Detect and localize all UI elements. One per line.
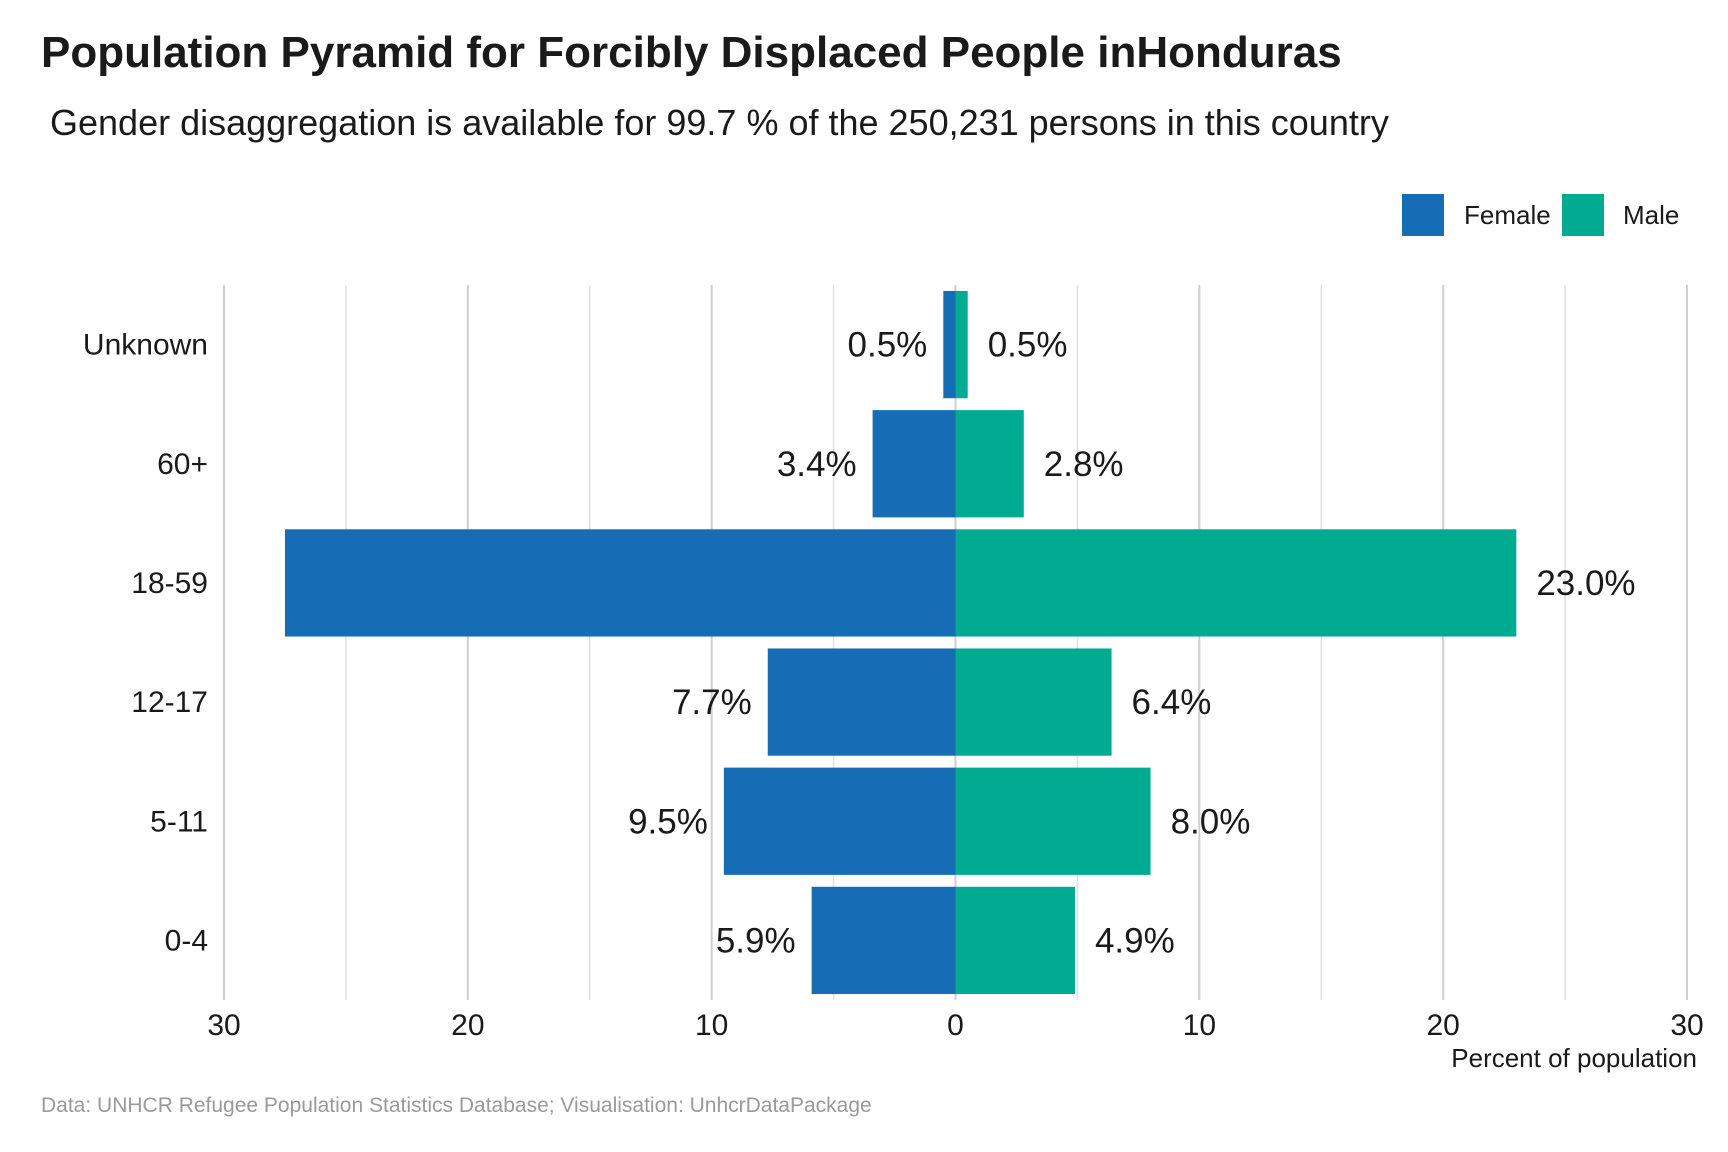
x-tick-label: 30 [1670, 1009, 1703, 1042]
legend-swatch-male [1562, 194, 1604, 236]
bar-label-male: 6.4% [1132, 683, 1212, 722]
bar-label-female: 0.5% [848, 326, 928, 365]
legend: Female Male [1402, 194, 1679, 236]
x-tick-label: 30 [207, 1009, 240, 1042]
bar-female-60+ [872, 410, 956, 518]
x-tick-label: 20 [1426, 1009, 1459, 1042]
legend-swatch-female [1402, 194, 1444, 236]
y-tick-label: Unknown [83, 329, 208, 362]
bar-female-0-4 [811, 886, 956, 995]
bar-label-male: 8.0% [1171, 802, 1251, 841]
legend-label-male: Male [1623, 200, 1679, 230]
bar-male-12-17 [955, 648, 1112, 756]
bar-female-18-59 [284, 529, 956, 637]
y-tick-label: 60+ [157, 448, 208, 481]
bar-male-Unknown [955, 290, 968, 399]
bar-label-male: 0.5% [988, 326, 1068, 365]
y-tick-label: 18-59 [131, 567, 208, 600]
bar-label-female: 9.5% [628, 802, 708, 841]
chart-caption: Data: UNHCR Refugee Population Statistic… [41, 1094, 872, 1117]
bar-female-5-11 [723, 767, 956, 875]
legend-label-female: Female [1464, 200, 1551, 230]
chart-title: Population Pyramid for Forcibly Displace… [41, 28, 1342, 77]
bar-male-5-11 [955, 767, 1151, 875]
bar-labels: 0.5% 0.5% 3.4% 2.8% 23.0% 7.7% 6.4% 9.5% 8.0% 5.9… [628, 326, 1635, 961]
bar-label-female: 7.7% [672, 683, 752, 722]
bar-label-male: 2.8% [1044, 445, 1124, 484]
y-axis-labels: Unknown 60+ 18-59 12-17 5-11 0-4 [83, 329, 208, 958]
bar-label-female: 5.9% [716, 921, 796, 960]
x-tick-label: 20 [451, 1009, 484, 1042]
y-tick-label: 5-11 [150, 805, 208, 838]
bar-label-female: 3.4% [777, 445, 857, 484]
x-axis-title: Percent of population [1451, 1043, 1697, 1073]
chart-subtitle: Gender disaggregation is available for 9… [50, 102, 1389, 143]
x-tick-label: 10 [695, 1009, 728, 1042]
y-tick-label: 0-4 [165, 924, 208, 957]
bar-female-12-17 [767, 648, 956, 756]
bar-male-60+ [955, 410, 1024, 518]
x-tick-label: 10 [1183, 1009, 1216, 1042]
bar-male-18-59 [955, 529, 1517, 637]
y-tick-label: 12-17 [131, 686, 208, 719]
bars [284, 290, 1517, 995]
bar-female-Unknown [943, 290, 956, 399]
grid-lines [223, 285, 1688, 1000]
bar-label-male: 23.0% [1536, 564, 1635, 603]
x-tick-label: 0 [947, 1009, 964, 1042]
bar-label-male: 4.9% [1095, 921, 1175, 960]
bar-male-0-4 [955, 886, 1075, 995]
x-axis-labels: 30 20 10 0 10 20 30 [207, 1009, 1703, 1042]
